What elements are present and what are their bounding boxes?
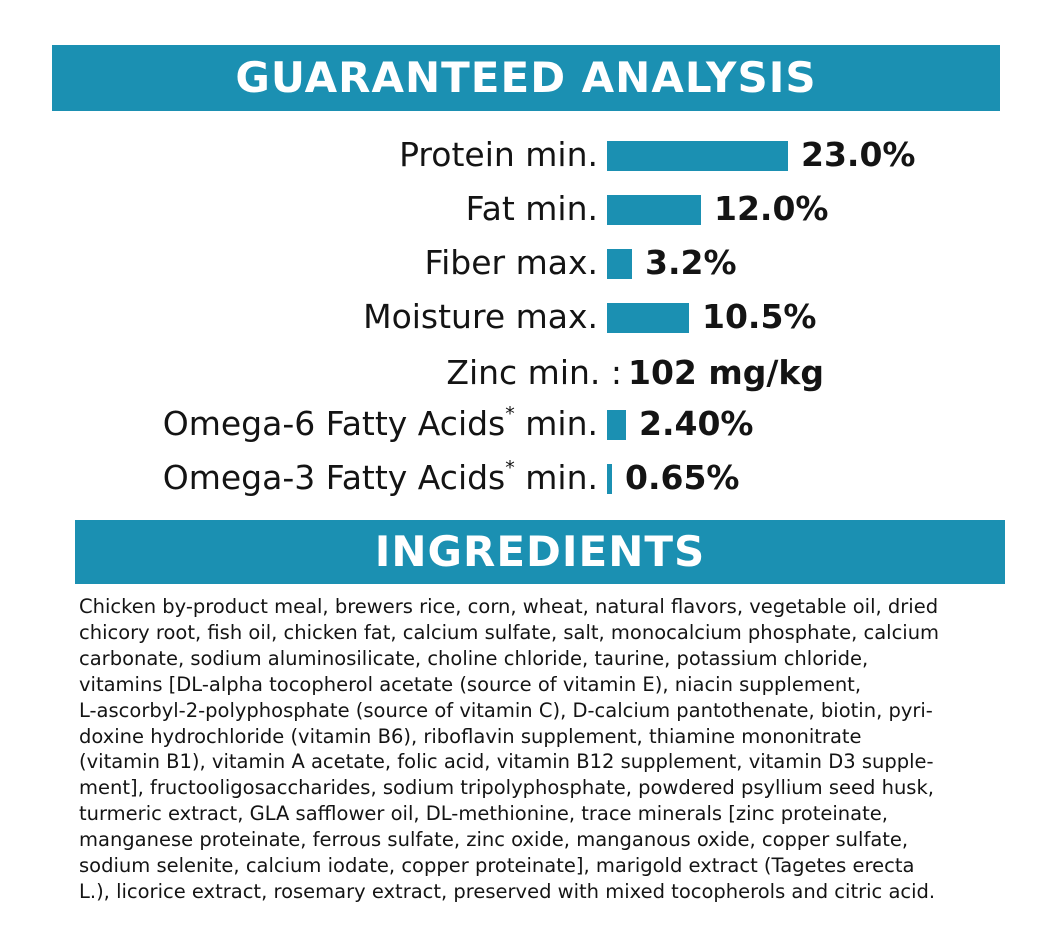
analysis-label: Protein min. [399,135,598,174]
analysis-row-omega-3: Omega-3 Fatty Acids* min. 0.65% [0,452,1057,504]
analysis-row-omega-6: Omega-6 Fatty Acids* min. 2.40% [0,398,1057,450]
analysis-bar [607,410,626,440]
ingredients-line: carbonate, sodium aluminosilicate, choli… [79,646,869,670]
analysis-row-protein: Protein min. 23.0% [0,129,1057,181]
ingredients-line: turmeric extract, GLA safflower oil, DL-… [79,802,888,826]
analysis-bar [607,303,689,333]
ingredients-line: ment], fructooligosaccharides, sodium tr… [79,776,934,800]
analysis-bar [607,464,612,494]
ingredients-header: INGREDIENTS [75,520,1005,584]
ingredients-line: sodium selenite, calcium iodate, copper … [79,854,915,878]
analysis-value: 2.40% [639,404,754,443]
analysis-value: 0.65% [625,458,740,497]
ingredients-line: L.), licorice extract, rosemary extract,… [79,879,936,903]
guaranteed-analysis-header: GUARANTEED ANALYSIS [52,45,1000,111]
asterisk-footnote: * [505,457,515,479]
analysis-row-moisture: Moisture max. 10.5% [0,291,1057,343]
analysis-label: Omega-6 Fatty Acids* min. [163,398,598,450]
ingredients-line: Chicken by-product meal, brewers rice, c… [79,595,939,618]
analysis-label: Fiber max. [424,243,598,282]
analysis-label-text: Omega-6 Fatty Acids [162,404,506,443]
analysis-label: Moisture max. [363,297,598,336]
analysis-row-fiber: Fiber max. 3.2% [0,237,1057,289]
ingredients-line: doxine hydrochloride (vitamin B6), ribof… [79,724,862,748]
analysis-bar [607,195,701,225]
analysis-value: 3.2% [645,243,737,282]
analysis-bar [607,141,788,171]
analysis-row-fat: Fat min. 12.0% [0,183,1057,235]
analysis-value: 102 mg/kg [628,353,825,392]
analysis-value: 12.0% [714,189,829,228]
analysis-label: Fat min. [465,189,598,228]
analysis-value: 23.0% [801,135,916,174]
ingredients-line: chicory root, fish oil, chicken fat, cal… [79,620,940,644]
analysis-label: Omega-3 Fatty Acids* min. [163,452,598,504]
analysis-label-suffix: min. [525,404,598,443]
ingredients-line: vitamins [DL-alpha tocopherol acetate (s… [79,672,862,696]
asterisk-footnote: * [505,403,515,425]
analysis-label-text: Omega-3 Fatty Acids [162,458,506,497]
analysis-label-suffix: min. [525,458,598,497]
ingredients-line: (vitamin B1), vitamin A acetate, folic a… [79,750,934,774]
ingredients-list: Chicken by-product meal, brewers rice, c… [79,594,1009,905]
ingredients-line: L-ascorbyl-2-polyphosphate (source of vi… [79,698,933,722]
analysis-label: Zinc min. : [446,353,622,392]
analysis-row-zinc: Zinc min. : 102 mg/kg [0,347,1057,399]
analysis-value: 10.5% [702,297,817,336]
analysis-bar [607,249,632,279]
ingredients-line: manganese proteinate, ferrous sulfate, z… [79,828,909,852]
